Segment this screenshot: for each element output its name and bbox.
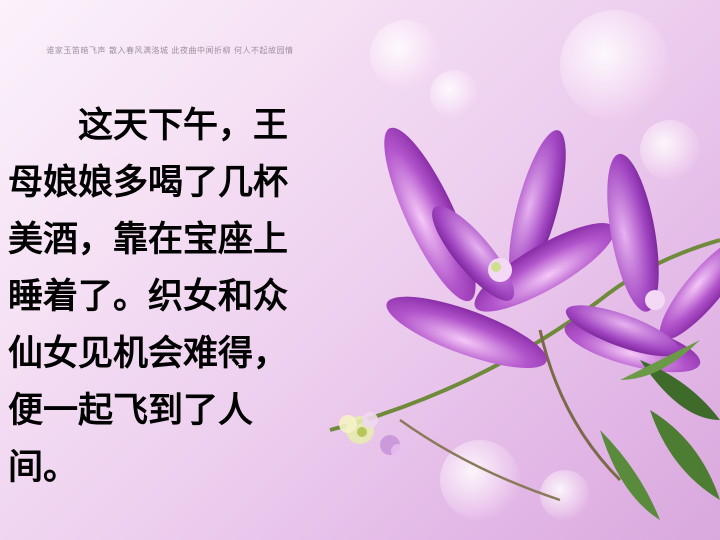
bokeh-light (370, 20, 440, 90)
green-leaves (600, 340, 720, 520)
decorative-caption: 谁家玉笛暗飞声 散入春风满洛城 此夜曲中闻折柳 何人不起故园情 (46, 46, 294, 55)
story-paragraph: 这天下午，王 母娘娘多喝了几杯 美酒，靠在宝座上 睡着了。织女和众 仙女见机会难… (8, 106, 289, 488)
bokeh-light (560, 10, 670, 120)
bokeh-light (430, 70, 478, 118)
small-blossom (380, 435, 405, 458)
bokeh-light (640, 120, 700, 180)
purple-flower (384, 127, 615, 369)
small-blossom (339, 412, 378, 444)
